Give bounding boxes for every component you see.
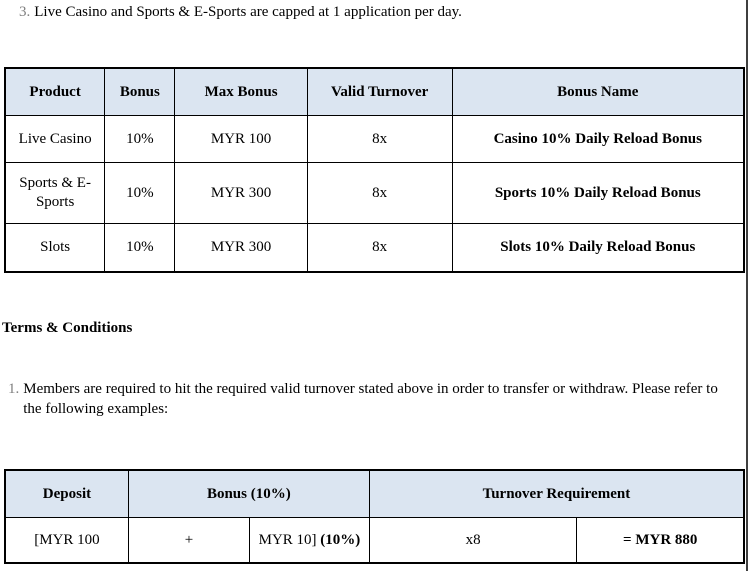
cell-product: Live Casino bbox=[4, 115, 106, 163]
terms-heading: Terms & Conditions bbox=[2, 320, 133, 336]
column-header-max-bonus: Max Bonus bbox=[174, 67, 308, 116]
cell-bonus-name: Slots 10% Daily Reload Bonus bbox=[451, 223, 745, 273]
column-header-bonus-name: Bonus Name bbox=[451, 67, 745, 116]
column-header-deposit: Deposit bbox=[4, 469, 129, 518]
terms-item-1-text: Members are required to hit the required… bbox=[23, 381, 718, 417]
table-row: [MYR 100 + MYR 10] (10%) x8 = MYR 880 bbox=[4, 517, 745, 564]
cell-valid-turnover: 8x bbox=[306, 223, 453, 273]
list-number: 3. bbox=[19, 4, 31, 20]
cell-bonus: 10% bbox=[104, 115, 176, 163]
table-row: Sports & E-Sports 10% MYR 300 8x Sports … bbox=[4, 162, 745, 224]
rule-item-3: 3. Live Casino and Sports & E-Sports are… bbox=[19, 3, 734, 23]
list-number: 1. bbox=[8, 381, 20, 397]
terms-item-1: 1. Members are required to hit the requi… bbox=[8, 380, 724, 419]
cell-max-bonus: MYR 100 bbox=[174, 115, 308, 163]
column-header-bonus-10: Bonus (10%) bbox=[127, 469, 370, 518]
column-header-valid-turnover: Valid Turnover bbox=[306, 67, 453, 116]
bonus-pct-text: (10%) bbox=[320, 531, 361, 548]
table-row: Live Casino 10% MYR 100 8x Casino 10% Da… bbox=[4, 115, 745, 163]
cell-bonus-amount: MYR 10] (10%) bbox=[249, 517, 370, 564]
column-header-product: Product bbox=[4, 67, 106, 116]
cell-plus: + bbox=[127, 517, 251, 564]
table-row: Slots 10% MYR 300 8x Slots 10% Daily Rel… bbox=[4, 223, 745, 273]
cell-valid-turnover: 8x bbox=[306, 115, 453, 163]
cell-max-bonus: MYR 300 bbox=[174, 223, 308, 273]
bonus-table: Product Bonus Max Bonus Valid Turnover B… bbox=[4, 67, 745, 273]
turnover-example-table: Deposit Bonus (10%) Turnover Requirement… bbox=[4, 469, 745, 564]
bonus-table-header-row: Product Bonus Max Bonus Valid Turnover B… bbox=[4, 67, 745, 116]
cell-multiplier: x8 bbox=[368, 517, 578, 564]
cell-bonus-name: Casino 10% Daily Reload Bonus bbox=[451, 115, 745, 163]
cell-result: = MYR 880 bbox=[576, 517, 745, 564]
column-header-bonus: Bonus bbox=[104, 67, 176, 116]
bonus-amount-text: MYR 10] bbox=[258, 531, 317, 548]
cell-deposit: [MYR 100 bbox=[4, 517, 129, 564]
cell-bonus: 10% bbox=[104, 223, 176, 273]
page-right-edge bbox=[746, 0, 748, 571]
cell-product: Sports & E-Sports bbox=[4, 162, 106, 224]
cell-bonus: 10% bbox=[104, 162, 176, 224]
cell-bonus-name: Sports 10% Daily Reload Bonus bbox=[451, 162, 745, 224]
cell-max-bonus: MYR 300 bbox=[174, 162, 308, 224]
cell-valid-turnover: 8x bbox=[306, 162, 453, 224]
rule-item-3-text: Live Casino and Sports & E-Sports are ca… bbox=[34, 4, 462, 20]
column-header-turnover-requirement: Turnover Requirement bbox=[368, 469, 745, 518]
example-table-header-row: Deposit Bonus (10%) Turnover Requirement bbox=[4, 469, 745, 518]
cell-product: Slots bbox=[4, 223, 106, 273]
